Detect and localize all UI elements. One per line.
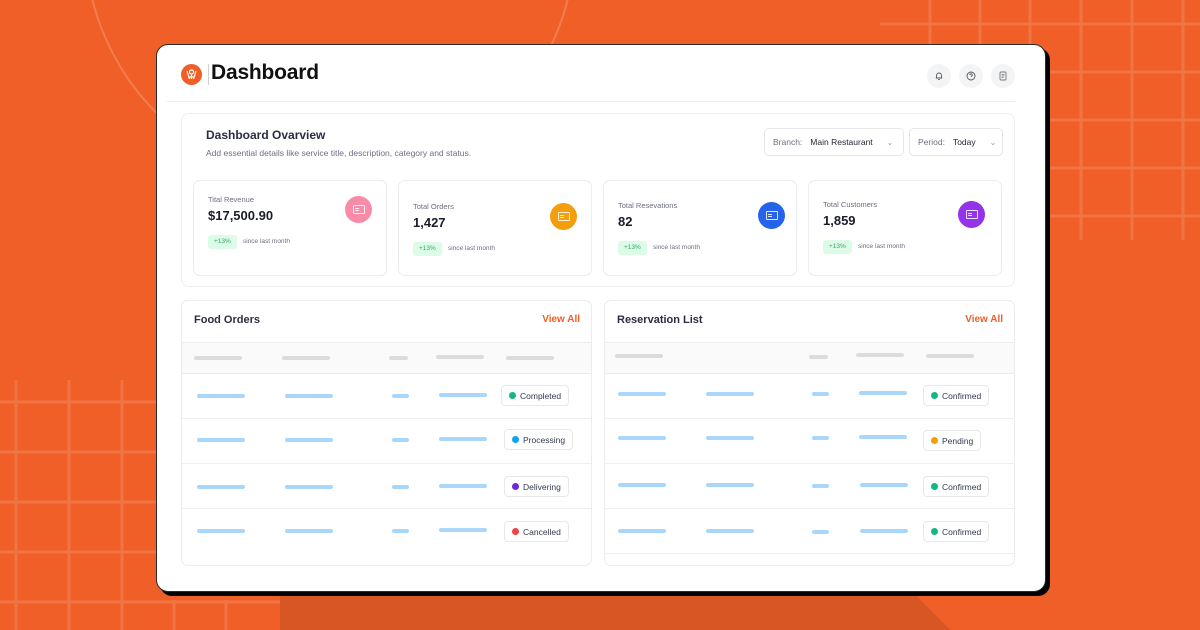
food-orders-panel: Food Orders View All Completed — [181, 300, 592, 566]
period-value: Today — [952, 137, 976, 147]
status-dot-icon — [512, 483, 519, 490]
table-row[interactable]: Processing — [182, 419, 591, 464]
page-title: Dashboard — [211, 61, 319, 84]
top-icons — [927, 64, 1015, 88]
status-dot-icon — [931, 437, 938, 444]
filters: Branch: Main Restaurant ⌄ Period: Today … — [764, 128, 1003, 156]
receipt-button[interactable] — [991, 64, 1015, 88]
status-badge: Pending — [923, 430, 982, 451]
table-row[interactable]: Pending — [605, 419, 1014, 464]
status-badge: Cancelled — [504, 521, 569, 542]
bell-icon — [935, 72, 943, 80]
status-dot-icon — [512, 528, 519, 535]
view-all-food-orders-link[interactable]: View All — [542, 314, 580, 325]
stat-badge: +13% — [618, 241, 647, 255]
status-badge: Confirmed — [923, 385, 990, 406]
receipt-icon — [999, 71, 1007, 81]
status-label: Cancelled — [523, 526, 561, 537]
branch-value: Main Restaurant — [810, 137, 873, 147]
logo-divider — [208, 64, 209, 85]
stat-note: since last month — [858, 243, 905, 250]
stat-badge: +13% — [208, 235, 237, 249]
help-circle-icon — [966, 71, 976, 81]
table-row[interactable]: Completed — [182, 374, 591, 419]
panel-title: Food Orders — [194, 314, 261, 326]
status-badge: Completed — [501, 385, 570, 406]
table-header — [605, 342, 1014, 374]
dashboard-overview-panel: Dashboard Ovarview Add essential details… — [181, 113, 1015, 287]
status-dot-icon — [512, 436, 519, 443]
chevron-down-icon: ⌄ — [886, 137, 894, 147]
stat-value: 1,427 — [413, 215, 446, 230]
status-dot-icon — [931, 483, 938, 490]
status-label: Completed — [520, 390, 562, 401]
table-row[interactable]: Cancelled — [182, 509, 591, 554]
reservation-list-panel: Reservation List View All Confirmed — [604, 300, 1015, 566]
card-icon — [550, 203, 577, 230]
period-select[interactable]: Period: Today ⌄ — [909, 128, 1003, 156]
overview-subtitle: Add essential details like service title… — [206, 148, 472, 158]
status-label: Confirmed — [942, 481, 982, 492]
status-label: Confirmed — [942, 526, 982, 537]
branch-select[interactable]: Branch: Main Restaurant ⌄ — [764, 128, 904, 156]
stat-value: $17,500.90 — [208, 208, 274, 223]
status-badge: Confirmed — [923, 521, 990, 542]
stat-value: 1,859 — [823, 213, 856, 228]
view-all-reservations-link[interactable]: View All — [965, 314, 1003, 325]
table-row[interactable]: Confirmed — [605, 374, 1014, 419]
stat-badge: +13% — [823, 240, 852, 254]
stat-card-reservations: Total Resevations 82 +13% since last mon… — [603, 180, 797, 276]
stat-card-customers: Total Customers 1,859 +13% since last mo… — [808, 180, 1002, 276]
status-badge: Delivering — [504, 476, 569, 497]
status-dot-icon — [509, 392, 516, 399]
table-row[interactable]: Confirmed — [605, 464, 1014, 509]
status-dot-icon — [931, 392, 938, 399]
status-badge: Confirmed — [923, 476, 990, 497]
dashboard-window: Dashboard Dashboard Ovarview — [156, 44, 1046, 592]
restaurant-logo-icon — [181, 64, 202, 85]
notifications-button[interactable] — [927, 64, 951, 88]
table-row[interactable]: Delivering — [182, 464, 591, 509]
stat-label: Total Resevations — [618, 201, 678, 210]
card-icon — [958, 201, 985, 228]
table-header — [182, 342, 591, 374]
top-bar: Dashboard — [167, 45, 1015, 102]
overview-title: Dashboard Ovarview — [206, 128, 326, 142]
status-label: Delivering — [523, 481, 561, 492]
period-label: Period: — [918, 137, 945, 147]
stat-label: Tital Revenue — [208, 195, 254, 204]
card-icon — [345, 196, 372, 223]
stat-label: Total Customers — [823, 200, 878, 209]
stats-row: Tital Revenue $17,500.90 +13% since last… — [193, 180, 1002, 276]
panel-title: Reservation List — [617, 314, 703, 326]
status-label: Pending — [942, 435, 974, 446]
status-dot-icon — [931, 528, 938, 535]
stat-card-orders: Total Orders 1,427 +13% since last month — [398, 180, 592, 276]
status-badge: Processing — [504, 429, 574, 450]
stat-note: since last month — [243, 238, 290, 245]
stat-badge: +13% — [413, 242, 442, 256]
stat-value: 82 — [618, 214, 633, 229]
status-label: Confirmed — [942, 390, 982, 401]
status-label: Processing — [523, 434, 566, 445]
help-button[interactable] — [959, 64, 983, 88]
card-icon — [758, 202, 785, 229]
stat-label: Total Orders — [413, 202, 454, 211]
table-row[interactable]: Confirmed — [605, 509, 1014, 554]
chevron-down-icon: ⌄ — [989, 137, 997, 147]
stat-note: since last month — [653, 244, 700, 251]
stat-note: since last month — [448, 245, 495, 252]
stat-card-revenue: Tital Revenue $17,500.90 +13% since last… — [193, 180, 387, 276]
branch-label: Branch: — [773, 137, 803, 147]
